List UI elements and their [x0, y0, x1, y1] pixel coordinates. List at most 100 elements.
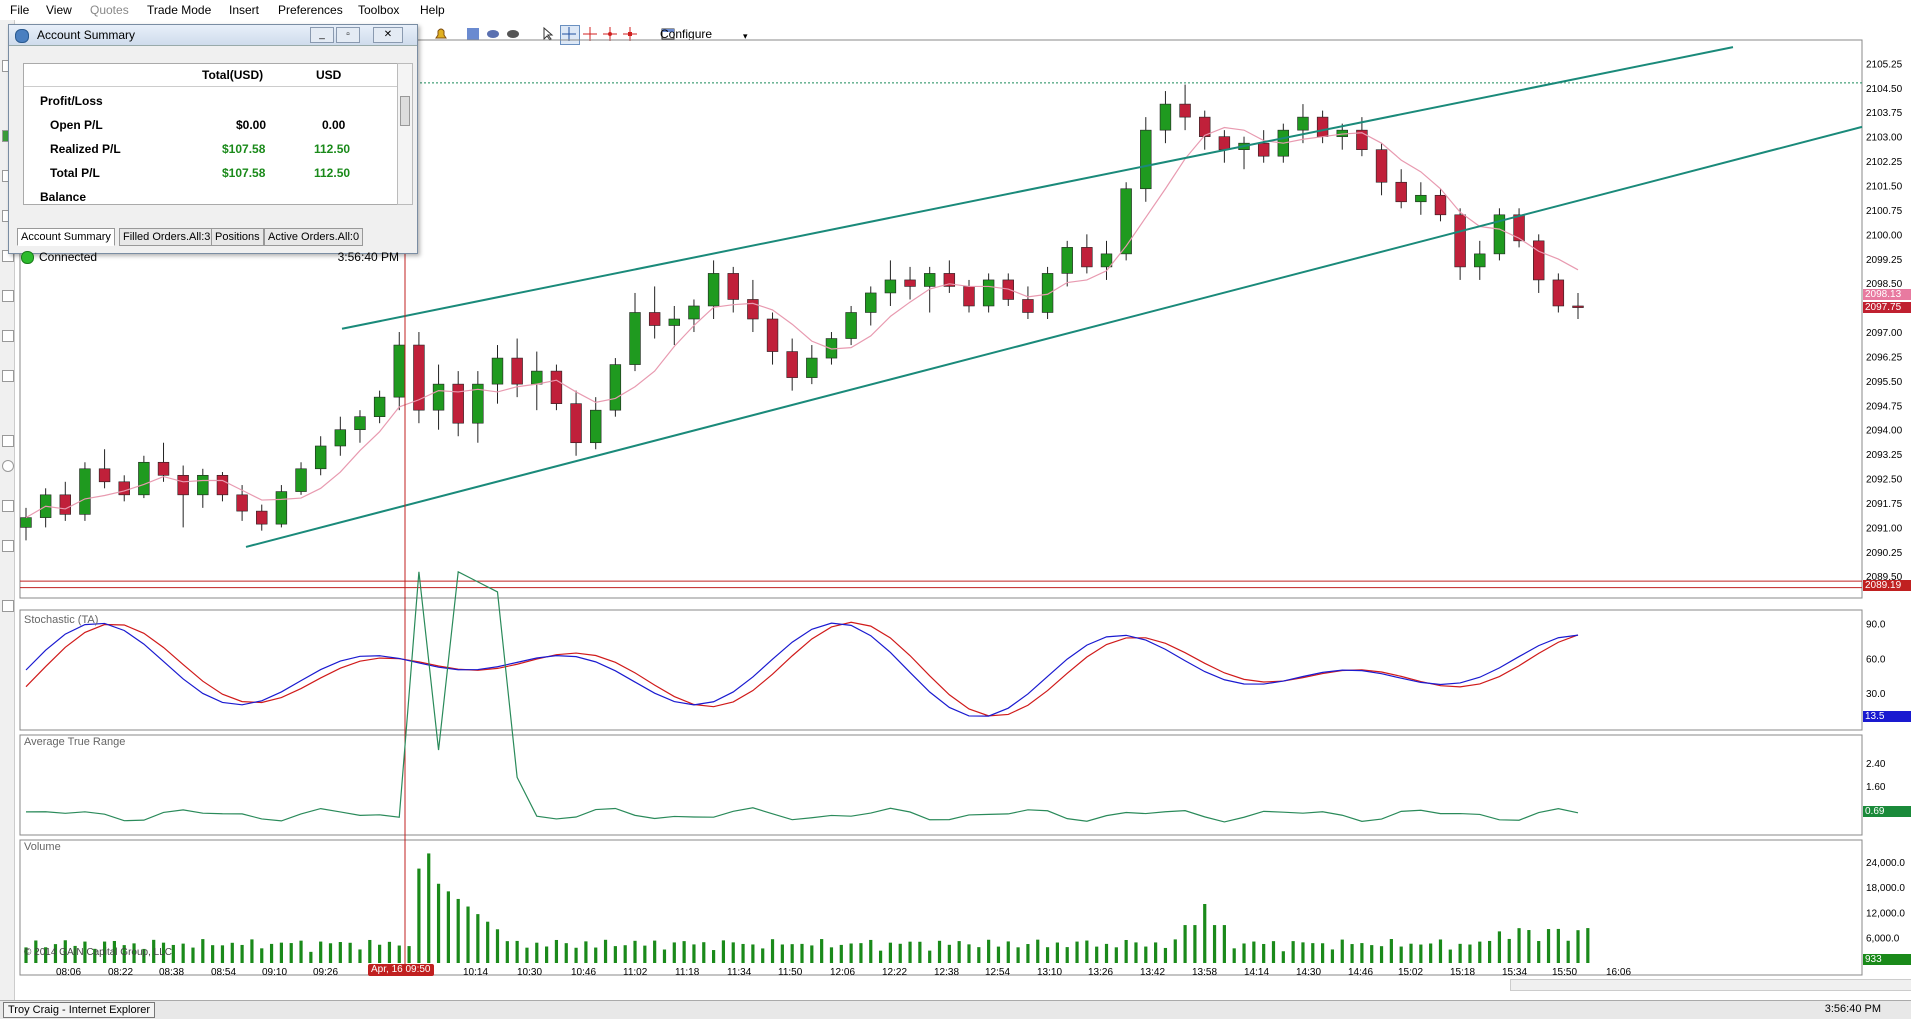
- scroll-left-icon[interactable]: [2, 600, 14, 612]
- indicator-icon[interactable]: [485, 26, 503, 44]
- volume-bar: [1144, 946, 1148, 963]
- row-label: Open P/L: [50, 118, 103, 132]
- row-label: Realized P/L: [50, 142, 121, 156]
- bell-icon[interactable]: [432, 26, 450, 44]
- volume-bar: [987, 939, 991, 963]
- price-axis-label: 2103.75: [1866, 108, 1903, 119]
- menu-bar: File View Quotes Trade Mode Insert Prefe…: [0, 0, 1911, 20]
- volume-bar: [859, 943, 863, 963]
- volume-bar: [1281, 951, 1285, 963]
- volume-bar: [1537, 941, 1541, 963]
- candle-body: [413, 344, 425, 411]
- volume-bar: [515, 940, 519, 963]
- volume-bar: [820, 939, 824, 963]
- tab-filled-orders[interactable]: Filled Orders.All:3: [119, 228, 215, 246]
- volume-bar: [1487, 940, 1492, 963]
- volume-bar: [181, 943, 185, 963]
- tab-account-summary[interactable]: Account Summary: [17, 228, 115, 246]
- gann-tool-icon[interactable]: [2, 370, 14, 382]
- volume-bar: [1026, 944, 1030, 963]
- crosshair-snap-icon[interactable]: [622, 26, 640, 44]
- volume-bar: [810, 945, 814, 963]
- menu-trade-mode[interactable]: Trade Mode: [147, 3, 212, 17]
- drawing-icon[interactable]: [505, 26, 523, 44]
- channel-lower-line: [245, 125, 1863, 548]
- volume-bar: [1370, 945, 1374, 963]
- volume-bar: [407, 946, 411, 963]
- menu-quotes[interactable]: Quotes: [90, 3, 129, 17]
- candle-body: [354, 416, 366, 431]
- candle-body: [1140, 129, 1152, 190]
- candle-body: [1002, 279, 1014, 300]
- candle-body: [1218, 136, 1231, 150]
- time-axis-label: 11:18: [675, 967, 700, 978]
- connection-status: Connected: [39, 250, 98, 264]
- volume-bar: [1497, 931, 1502, 963]
- menu-file[interactable]: File: [10, 3, 30, 17]
- volume-bar: [112, 940, 117, 963]
- candle-body: [668, 318, 681, 326]
- price-axis-label: 2103.00: [1866, 133, 1903, 144]
- text-tool-icon[interactable]: [2, 500, 14, 512]
- status-bar: Troy Craig - Internet Explorer 3:56:40 P…: [0, 1000, 1911, 1019]
- candle-body: [1474, 253, 1486, 268]
- volume-bar: [1301, 942, 1305, 963]
- crosshair-red-icon[interactable]: [582, 26, 600, 44]
- volume-bar: [545, 946, 549, 963]
- channel-tool-icon[interactable]: [2, 290, 14, 302]
- candle-body: [747, 299, 759, 320]
- candle-body: [531, 370, 543, 385]
- configure-button[interactable]: Configure: [660, 27, 713, 41]
- restore-button[interactable]: ▫: [336, 27, 360, 43]
- chart-hscrollbar[interactable]: [1510, 979, 1911, 991]
- menu-toolbox[interactable]: Toolbox: [358, 3, 400, 17]
- price-axis-label: 2101.50: [1866, 182, 1903, 193]
- volume-bar: [495, 929, 500, 963]
- volume-bar: [1193, 925, 1197, 963]
- connected-indicator-icon: [21, 251, 34, 264]
- volume-bar: [839, 944, 843, 963]
- stochastic-d-line: [25, 621, 1579, 717]
- volume-bar: [387, 941, 392, 963]
- minimize-button[interactable]: _: [310, 27, 334, 43]
- volume-bar: [328, 943, 333, 963]
- rectangle-tool-icon[interactable]: [2, 435, 14, 447]
- candle-body: [707, 273, 720, 307]
- ellipse-tool-icon[interactable]: [2, 460, 14, 472]
- close-button[interactable]: ✕: [373, 27, 403, 43]
- volume-bar: [554, 939, 559, 963]
- volume-bar: [358, 949, 362, 963]
- chart-style-icon[interactable]: [465, 26, 483, 44]
- volume-bar: [1016, 947, 1020, 963]
- toolbar-overflow-icon[interactable]: ▾: [743, 31, 748, 41]
- candle-body: [1179, 103, 1191, 118]
- candle-body: [295, 468, 307, 492]
- menu-view[interactable]: View: [46, 3, 72, 17]
- delete-tool-icon[interactable]: [2, 540, 14, 552]
- configure-icon[interactable]: [660, 26, 678, 44]
- pitchfork-tool-icon[interactable]: [2, 330, 14, 342]
- menu-preferences[interactable]: Preferences: [278, 3, 343, 17]
- volume-bar: [1075, 941, 1079, 963]
- menu-insert[interactable]: Insert: [229, 3, 260, 17]
- account-vscrollbar[interactable]: [397, 63, 413, 205]
- volume-bar: [1478, 941, 1482, 963]
- candle-body: [1513, 214, 1525, 242]
- account-window-titlebar[interactable]: Account Summary _ ▫ ✕: [9, 25, 417, 46]
- crosshair-dot-icon[interactable]: [602, 26, 620, 44]
- volume-bar: [319, 941, 323, 963]
- volume-bar: [692, 944, 696, 963]
- tab-active-orders[interactable]: Active Orders.All:0: [264, 228, 364, 246]
- candle-body: [982, 279, 995, 307]
- taskbar-ie-button[interactable]: Troy Craig - Internet Explorer: [3, 1002, 156, 1018]
- volume-bar: [250, 939, 254, 963]
- volume-bar: [201, 939, 205, 963]
- volume-bar: [761, 948, 765, 963]
- volume-bar: [1242, 943, 1246, 963]
- price-axis-label: 2089.50: [1866, 572, 1903, 583]
- tab-positions[interactable]: Positions: [211, 228, 264, 246]
- menu-help[interactable]: Help: [420, 3, 445, 17]
- price-axis-label: 2094.00: [1866, 426, 1903, 437]
- candle-body: [59, 494, 71, 515]
